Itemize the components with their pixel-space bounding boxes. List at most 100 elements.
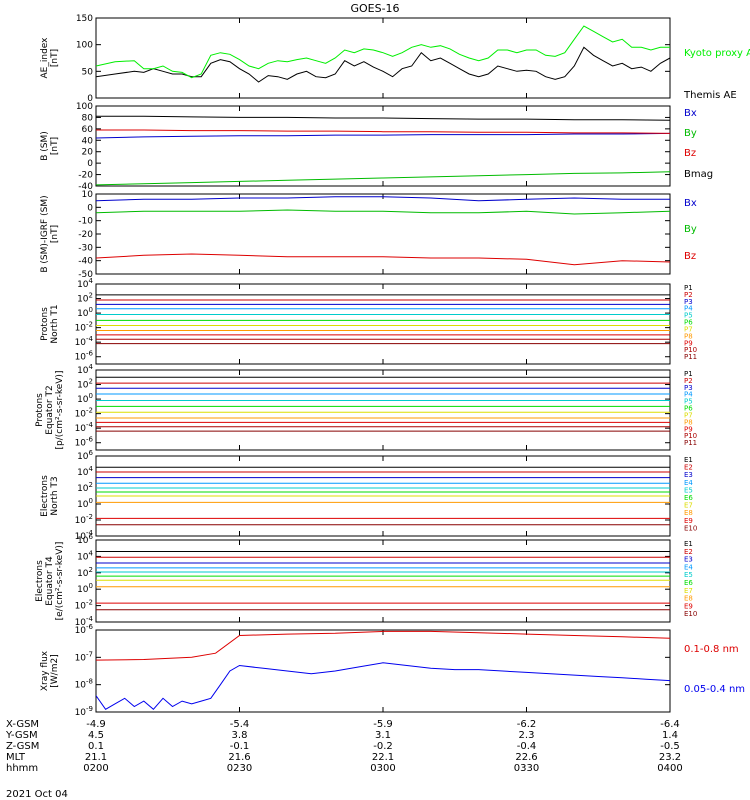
legend-label: P5 [684, 398, 693, 406]
y-tick-label: 10-2 [75, 321, 93, 334]
panel-frame [95, 369, 671, 451]
y-axis-label: Protons [40, 307, 50, 341]
y-tick-label: -20 [78, 230, 93, 240]
legend-label: E3 [684, 556, 693, 564]
x-axis-table: X-GSM -4.9 -5.4 -5.9 -6.2 -6.4 Y-GSM 4.5 3.8 3.1 2… [5, 719, 683, 774]
series-line-bx [96, 196, 670, 202]
y-tick-label: 60 [82, 125, 94, 135]
legend-label: Bx [684, 198, 697, 209]
x-tick-value: 3.8 [232, 730, 248, 741]
y-tick-label: -50 [78, 270, 93, 280]
x-tick-value: 0200 [83, 763, 108, 774]
y-axis-label: North T3 [50, 476, 60, 515]
y-tick-label: 102 [77, 481, 93, 494]
legend-label: Bz [684, 148, 696, 159]
legend-label: E8 [684, 595, 693, 603]
x-tick-value: -5.9 [373, 719, 393, 730]
y-tick-label: 104 [77, 363, 93, 376]
x-tick-value: 0300 [370, 763, 395, 774]
panel-ae: 0 50 100 150 AE_index [nT] Themis AE Kyoto prox… [40, 14, 750, 104]
y-tick-label: 10-4 [75, 421, 94, 434]
legend-label: E4 [684, 479, 693, 487]
y-axis-label: Protons [35, 393, 45, 427]
legend-label: E7 [684, 502, 693, 510]
legend-label: E10 [684, 524, 697, 532]
series-line-by [96, 209, 670, 215]
panel-frame [95, 283, 671, 365]
legend-label: E7 [684, 587, 693, 595]
y-axis-label: [nT] [50, 49, 60, 67]
legend-label: E5 [684, 571, 693, 579]
y-tick-label: 10 [82, 190, 94, 200]
y-tick-label: 10-2 [75, 407, 93, 420]
x-tick-value: 0.1 [88, 741, 104, 752]
y-tick-label: 100 [77, 497, 93, 510]
legend-label: P6 [684, 319, 693, 327]
x-tick-value: 0400 [657, 763, 682, 774]
x-row-label: Z-GSM [6, 741, 39, 752]
x-tick-value: -0.5 [660, 741, 680, 752]
legend-label: P8 [684, 332, 693, 340]
x-tick-value: -4.9 [86, 719, 106, 730]
series-line-by [96, 171, 670, 186]
y-tick-label: 104 [77, 549, 93, 562]
series-line-bz [96, 253, 670, 266]
y-tick-label: 10-2 [75, 599, 93, 612]
x-row-label: Y-GSM [5, 730, 38, 741]
x-tick-value: 23.2 [659, 752, 681, 763]
y-tick-label: 10-6 [75, 350, 94, 363]
series-line-0-05-0-4-nm [96, 662, 670, 711]
y-tick-label: 0 [87, 203, 93, 213]
x-tick-value: -5.4 [230, 719, 250, 730]
y-axis-label: Electrons [35, 560, 45, 602]
y-tick-label: 100 [76, 41, 93, 51]
panel-frame [95, 17, 671, 99]
panel-bsmigrf: -50 -40 -30 -20 -10 0 10 B (SM)-IGRF (SM) [nT] Bx… [40, 190, 697, 280]
y-tick-label: 20 [82, 148, 94, 158]
y-tick-label: -20 [78, 171, 93, 181]
x-tick-value: -0.1 [230, 741, 250, 752]
x-tick-value: 0230 [227, 763, 252, 774]
legend-label: P4 [684, 305, 693, 313]
y-axis-label: B (SM) [40, 131, 50, 161]
y-tick-label: 50 [82, 67, 94, 77]
legend-label: E9 [684, 517, 693, 525]
legend-label: P2 [684, 291, 693, 299]
y-tick-label: 40 [82, 136, 94, 146]
x-tick-value: -6.4 [660, 719, 680, 730]
series-line-bmag [96, 115, 670, 121]
y-tick-label: 102 [77, 566, 93, 579]
series-line-themis-ae [96, 46, 670, 83]
series-line-bx [96, 132, 670, 139]
x-tick-value: 1.4 [662, 730, 678, 741]
y-tick-label: 102 [77, 378, 93, 391]
y-tick-label: 0 [87, 159, 93, 169]
y-axis-label: AE_index [40, 37, 50, 79]
legend-label: P7 [684, 325, 693, 333]
y-axis-label: B (SM)-IGRF (SM) [40, 195, 50, 272]
y-tick-label: 10-7 [75, 650, 93, 663]
legend-label: E1 [684, 540, 693, 548]
y-axis-label: [nT] [50, 225, 60, 243]
legend-label: P8 [684, 418, 693, 426]
figure-title: GOES-16 [350, 2, 399, 15]
x-tick-value: 21.6 [228, 752, 250, 763]
x-tick-value: 3.1 [375, 730, 391, 741]
legend-label: By [684, 224, 697, 235]
legend-label: E1 [684, 456, 693, 464]
x-tick-value: 4.5 [88, 730, 104, 741]
series-line-kyoto-proxy-ae [96, 25, 670, 79]
legend-label: E9 [684, 602, 693, 610]
series-line-bz [96, 129, 670, 134]
y-tick-label: 10-8 [75, 678, 93, 691]
y-tick-label: -10 [78, 217, 93, 227]
y-tick-label: 100 [77, 582, 93, 595]
x-tick-value: -0.4 [517, 741, 537, 752]
y-tick-label: 100 [77, 306, 93, 319]
